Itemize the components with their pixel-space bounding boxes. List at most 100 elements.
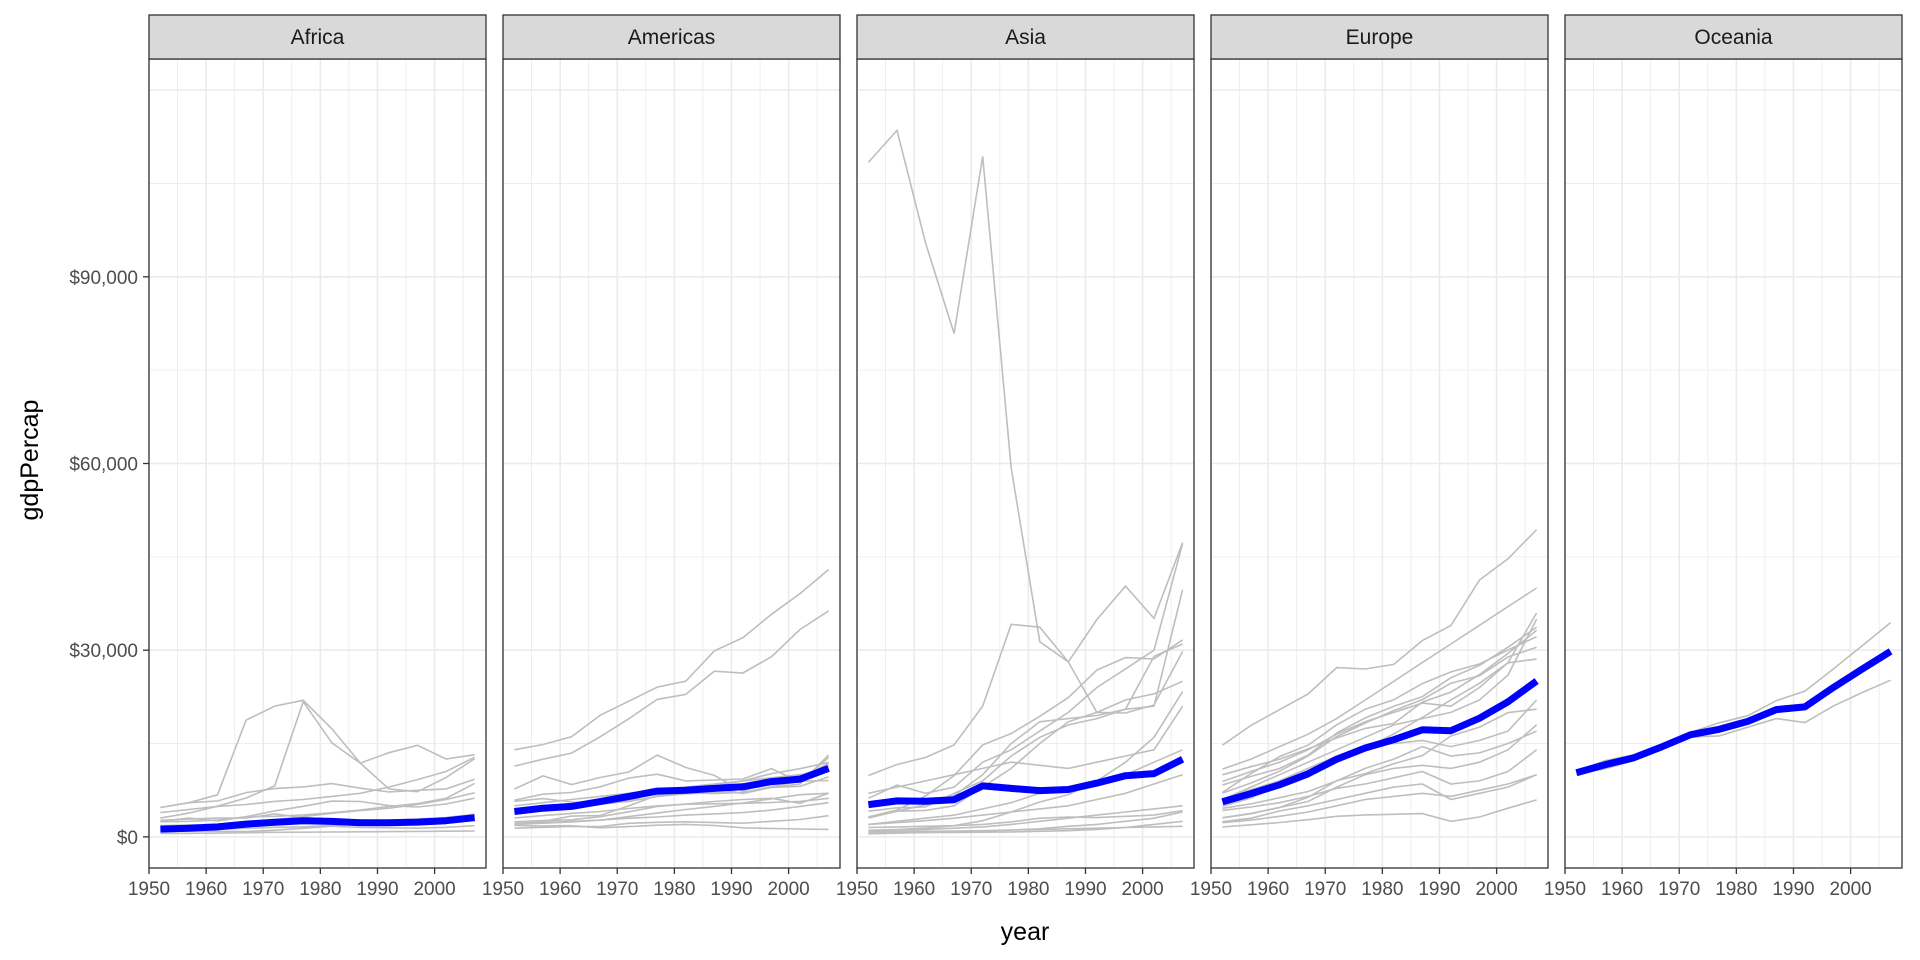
facet-panels: Africa 1950 1960 1970 1980 1990 2000 Americas 19… bbox=[128, 14, 1903, 900]
y-tick-label: $30,000 bbox=[69, 641, 138, 662]
country-line bbox=[160, 778, 475, 809]
country-line bbox=[514, 814, 829, 829]
x-tick-label: 2000 bbox=[1829, 879, 1871, 900]
country-line bbox=[1222, 773, 1537, 824]
y-tick-label: $90,000 bbox=[69, 268, 138, 289]
x-tick-label: 1980 bbox=[1361, 879, 1403, 900]
strip-background bbox=[148, 14, 487, 60]
mean-line bbox=[513, 765, 830, 815]
x-tick-label: 1980 bbox=[299, 879, 341, 900]
country-line bbox=[1222, 724, 1538, 819]
country-line bbox=[160, 782, 475, 823]
country-lines bbox=[867, 128, 1185, 835]
country-line bbox=[868, 773, 1183, 826]
x-tick-label: 2000 bbox=[1475, 879, 1517, 900]
x-tick-label: 1990 bbox=[1418, 879, 1460, 900]
country-line bbox=[1222, 629, 1538, 776]
x-tick-label: 1950 bbox=[128, 879, 170, 900]
x-tick-label: 2000 bbox=[1121, 879, 1163, 900]
x-tick-label: 1970 bbox=[242, 879, 284, 900]
x-tick-label: 1950 bbox=[482, 879, 524, 900]
y-axis-title: gdpPercap bbox=[16, 400, 44, 521]
strip-label-asia: Asia bbox=[1005, 26, 1046, 49]
country-line bbox=[1221, 635, 1537, 794]
y-tick-label: $0 bbox=[117, 828, 138, 849]
x-tick-label: 1990 bbox=[1772, 879, 1814, 900]
strip-background bbox=[1210, 14, 1549, 60]
x-tick-label: 1970 bbox=[950, 879, 992, 900]
country-line bbox=[514, 756, 830, 801]
x-tick-label: 2000 bbox=[413, 879, 455, 900]
country-line bbox=[868, 543, 1184, 800]
x-tick-label: 1960 bbox=[1601, 879, 1643, 900]
country-line bbox=[868, 809, 1183, 829]
country-line bbox=[514, 568, 830, 751]
mean-line bbox=[1221, 678, 1539, 806]
x-tick-label: 1970 bbox=[596, 879, 638, 900]
country-line bbox=[514, 610, 830, 767]
x-tick-label: 1970 bbox=[1658, 879, 1700, 900]
x-tick-label: 1960 bbox=[539, 879, 581, 900]
x-axis-title: year bbox=[1001, 918, 1050, 946]
country-line bbox=[868, 705, 1184, 795]
x-tick-label: 1990 bbox=[710, 879, 752, 900]
country-line bbox=[868, 691, 1184, 832]
strip-label-oceania: Oceania bbox=[1694, 26, 1773, 49]
strip-label-africa: Africa bbox=[291, 26, 345, 49]
country-line bbox=[1222, 773, 1537, 823]
country-line bbox=[160, 830, 475, 835]
x-tick-label: 1960 bbox=[1247, 879, 1289, 900]
country-line bbox=[514, 779, 829, 804]
x-tick-label: 1990 bbox=[356, 879, 398, 900]
strip-background bbox=[502, 14, 841, 60]
facet-panel-africa: Africa 1950 1960 1970 1980 1990 2000 bbox=[128, 14, 487, 900]
x-tick-label: 1960 bbox=[185, 879, 227, 900]
y-axis: $0 $30,000 $60,000 $90,000 bbox=[69, 268, 149, 849]
mean-line bbox=[867, 756, 1185, 809]
strip-label-europe: Europe bbox=[1346, 26, 1414, 49]
country-line bbox=[1222, 799, 1537, 828]
mean-line bbox=[1575, 648, 1893, 777]
facet-panel-oceania: Oceania 1950 1960 1970 1980 1990 2000 bbox=[1544, 14, 1903, 900]
mean-line bbox=[160, 814, 475, 833]
x-tick-label: 1960 bbox=[893, 879, 935, 900]
x-tick-label: 1950 bbox=[1544, 879, 1586, 900]
x-tick-label: 1980 bbox=[1007, 879, 1049, 900]
country-line bbox=[867, 128, 1184, 664]
y-tick-label: $60,000 bbox=[69, 455, 138, 476]
country-line bbox=[1222, 612, 1538, 783]
facet-panel-europe: Europe 1950 1960 1970 1980 1990 2000 bbox=[1190, 14, 1549, 900]
country-line bbox=[868, 805, 1183, 832]
country-lines bbox=[1221, 529, 1539, 828]
country-line bbox=[160, 824, 475, 833]
x-tick-label: 1950 bbox=[836, 879, 878, 900]
country-line bbox=[514, 776, 829, 825]
country-line bbox=[1222, 730, 1537, 810]
country-line bbox=[868, 623, 1184, 777]
country-line bbox=[868, 643, 1183, 819]
country-line bbox=[1222, 749, 1538, 812]
country-line bbox=[868, 680, 1183, 819]
x-tick-label: 1980 bbox=[653, 879, 695, 900]
facet-panel-asia: Asia 1950 1960 1970 1980 1990 2000 bbox=[836, 14, 1195, 900]
x-tick-label: 1990 bbox=[1064, 879, 1106, 900]
country-line bbox=[514, 797, 829, 819]
country-line bbox=[1222, 587, 1538, 770]
country-lines bbox=[160, 699, 476, 835]
country-line bbox=[160, 699, 475, 809]
country-line bbox=[868, 820, 1183, 834]
x-tick-label: 1970 bbox=[1304, 879, 1346, 900]
country-line bbox=[514, 823, 829, 831]
x-tick-label: 2000 bbox=[767, 879, 809, 900]
country-line bbox=[868, 589, 1184, 812]
x-tick-label: 1980 bbox=[1715, 879, 1757, 900]
country-lines bbox=[1575, 621, 1893, 777]
country-line bbox=[1221, 529, 1538, 746]
facet-panel-americas: Americas 1950 1960 1970 1980 1990 2000 bbox=[482, 14, 841, 900]
x-tick-label: 1950 bbox=[1190, 879, 1232, 900]
strip-label-americas: Americas bbox=[628, 26, 716, 49]
strip-background bbox=[1564, 14, 1903, 60]
country-line bbox=[160, 756, 475, 814]
country-line bbox=[1222, 618, 1538, 801]
